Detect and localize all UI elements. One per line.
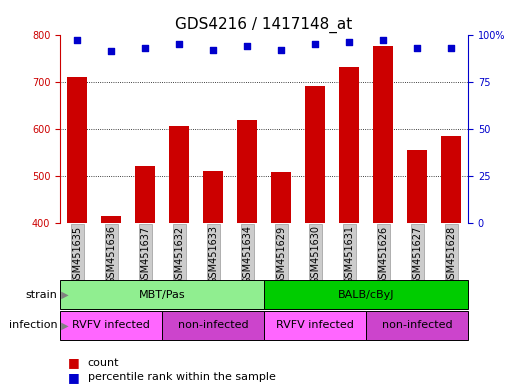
Point <box>141 45 150 51</box>
Bar <box>67 77 87 223</box>
Bar <box>60 280 264 309</box>
Bar <box>373 46 393 223</box>
Text: strain: strain <box>26 290 58 300</box>
Bar <box>169 126 189 223</box>
Bar <box>264 311 366 340</box>
Point <box>175 41 184 47</box>
Point <box>73 37 82 43</box>
Point <box>277 46 286 53</box>
Text: MBT/Pas: MBT/Pas <box>139 290 186 300</box>
Point <box>413 45 422 51</box>
Bar <box>441 136 461 223</box>
Point <box>243 43 252 49</box>
Text: non-infected: non-infected <box>178 320 248 331</box>
Bar <box>101 216 121 223</box>
Bar <box>237 120 257 223</box>
Point <box>379 37 388 43</box>
Text: count: count <box>88 358 119 368</box>
Title: GDS4216 / 1417148_at: GDS4216 / 1417148_at <box>176 17 353 33</box>
Text: BALB/cByJ: BALB/cByJ <box>338 290 394 300</box>
Bar <box>305 86 325 223</box>
Bar <box>135 166 155 223</box>
Bar <box>162 311 264 340</box>
Point <box>345 39 354 45</box>
Point <box>209 46 218 53</box>
Bar <box>366 311 468 340</box>
Bar <box>271 172 291 223</box>
Text: percentile rank within the sample: percentile rank within the sample <box>88 372 276 382</box>
Point <box>447 45 456 51</box>
Text: non-infected: non-infected <box>382 320 452 331</box>
Bar <box>203 171 223 223</box>
Point <box>311 41 320 47</box>
Text: infection: infection <box>9 320 58 331</box>
Text: ■: ■ <box>68 356 79 369</box>
Text: RVFV infected: RVFV infected <box>72 320 150 331</box>
Text: ■: ■ <box>68 371 79 384</box>
Bar <box>60 311 162 340</box>
Bar <box>407 150 427 223</box>
Text: RVFV infected: RVFV infected <box>276 320 354 331</box>
Bar <box>264 280 468 309</box>
Point <box>107 48 116 55</box>
Text: ▶: ▶ <box>58 320 69 331</box>
Bar <box>339 68 359 223</box>
Text: ▶: ▶ <box>58 290 69 300</box>
